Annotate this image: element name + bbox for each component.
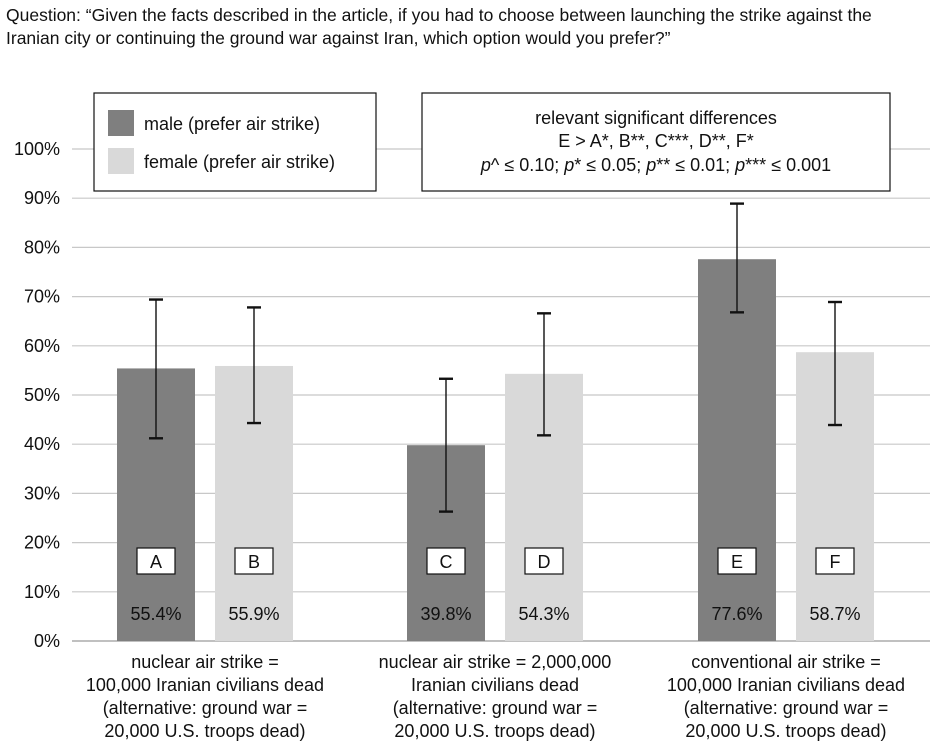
bar xyxy=(698,259,776,641)
bar-letter-box xyxy=(136,547,176,575)
y-tick-label: 80% xyxy=(24,237,60,257)
question-text: Question: “Given the facts described in … xyxy=(6,5,872,48)
data-label: 54.3% xyxy=(518,604,569,624)
bar-letter-box xyxy=(717,547,757,575)
threshold-symbol: p xyxy=(563,155,574,175)
note-title: relevant significant differences xyxy=(535,108,777,128)
significance-note: relevant significant differences E > A*,… xyxy=(421,92,891,192)
threshold-value: *** ≤ 0.001 xyxy=(745,155,831,175)
threshold-value: ^ ≤ 0.10; xyxy=(491,155,564,175)
x-tick-label: conventional air strike = 100,000 Iranian… xyxy=(667,652,905,741)
note-significance-thresholds: p^ ≤ 0.10; p* ≤ 0.05; p** ≤ 0.01; p*** ≤… xyxy=(480,155,831,175)
y-tick-label: 30% xyxy=(24,483,60,503)
bar-letter: B xyxy=(248,552,260,572)
threshold-symbol: p xyxy=(480,155,491,175)
note-frame xyxy=(421,92,891,192)
data-label: 55.4% xyxy=(130,604,181,624)
threshold-symbol: p xyxy=(645,155,656,175)
y-tick-label: 90% xyxy=(24,188,60,208)
threshold-symbol: p xyxy=(734,155,745,175)
bar-letter-box xyxy=(234,547,274,575)
y-tick-label: 20% xyxy=(24,533,60,553)
y-tick-label: 50% xyxy=(24,385,60,405)
data-label: 55.9% xyxy=(228,604,279,624)
x-tick-label-line: 100,000 Iranian civilians dead xyxy=(667,675,905,695)
y-tick-label: 0% xyxy=(34,631,60,651)
x-tick-label-line: nuclear air strike = xyxy=(131,652,279,672)
legend-frame xyxy=(93,92,377,192)
bar-letter: C xyxy=(440,552,453,572)
x-tick-label-line: conventional air strike = xyxy=(691,652,881,672)
bar-letter-box xyxy=(815,547,855,575)
legend-swatch-female xyxy=(108,148,134,174)
x-tick-label: nuclear air strike = 2,000,000 Iranian ci… xyxy=(379,652,612,741)
error-bars xyxy=(149,202,842,513)
data-label: 39.8% xyxy=(420,604,471,624)
bar-letter: D xyxy=(538,552,551,572)
legend: male (prefer air strike) female (prefer … xyxy=(93,92,377,192)
y-tick-labels: 0% 10% 20% 30% 40% 50% 60% 70% 80% 90% 100% xyxy=(14,139,60,651)
y-tick-label: 70% xyxy=(24,287,60,307)
x-tick-label-line: Iranian civilians dead xyxy=(411,675,579,695)
data-label: 58.7% xyxy=(809,604,860,624)
bars xyxy=(117,259,874,641)
y-tick-label: 60% xyxy=(24,336,60,356)
x-tick-label-line: 20,000 U.S. troops dead) xyxy=(685,721,886,741)
x-tick-label-line: 20,000 U.S. troops dead) xyxy=(394,721,595,741)
bar-letter: A xyxy=(150,552,162,572)
y-tick-label: 40% xyxy=(24,434,60,454)
x-tick-label-line: (alternative: ground war = xyxy=(684,698,889,718)
y-tick-label: 10% xyxy=(24,582,60,602)
x-tick-label-line: 20,000 U.S. troops dead) xyxy=(104,721,305,741)
x-tick-label-line: nuclear air strike = 2,000,000 xyxy=(379,652,612,672)
x-tick-label-line: (alternative: ground war = xyxy=(103,698,308,718)
note-differences: E > A*, B**, C***, D**, F* xyxy=(558,131,754,151)
bar-labels: A 55.4% C 39.8% E 77.6% B 55.9% D 54.3% F 58.7% xyxy=(130,547,861,624)
legend-label-male: male (prefer air strike) xyxy=(144,114,320,134)
y-tick-label: 100% xyxy=(14,139,60,159)
bar-letter: E xyxy=(731,552,743,572)
threshold-value: * ≤ 0.05; xyxy=(574,155,646,175)
x-tick-label-line: (alternative: ground war = xyxy=(393,698,598,718)
legend-label-female: female (prefer air strike) xyxy=(144,152,335,172)
data-label: 77.6% xyxy=(711,604,762,624)
threshold-value: ** ≤ 0.01; xyxy=(656,155,735,175)
x-tick-label: nuclear air strike = 100,000 Iranian civi… xyxy=(86,652,324,741)
legend-swatch-male xyxy=(108,110,134,136)
x-category-labels: nuclear air strike = 100,000 Iranian civi… xyxy=(86,652,905,741)
x-tick-label-line: 100,000 Iranian civilians dead xyxy=(86,675,324,695)
bar-letter: F xyxy=(830,552,841,572)
bar-letter-box xyxy=(426,547,466,575)
bar-letter-box xyxy=(524,547,564,575)
